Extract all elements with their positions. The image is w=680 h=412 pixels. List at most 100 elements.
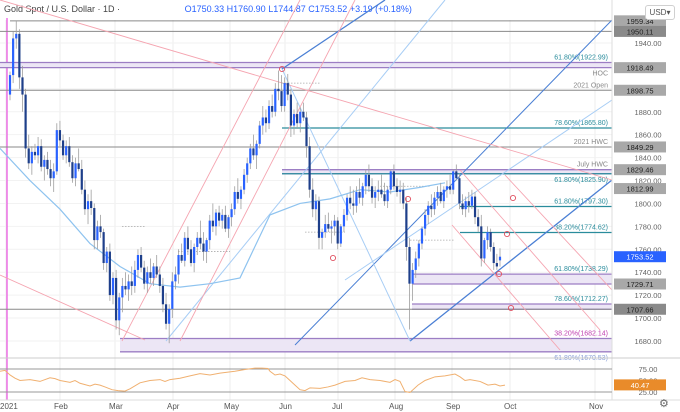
- candle-body[interactable]: [80, 169, 83, 190]
- candle-body[interactable]: [367, 174, 371, 187]
- candle-body[interactable]: [452, 171, 455, 190]
- candle-body[interactable]: [405, 203, 408, 247]
- candle-body[interactable]: [133, 269, 136, 286]
- candle-body[interactable]: [436, 191, 439, 198]
- candle-body[interactable]: [261, 117, 264, 126]
- candle-body[interactable]: [214, 212, 218, 227]
- candle-body[interactable]: [302, 111, 305, 118]
- candle-body[interactable]: [202, 243, 205, 252]
- candle-body[interactable]: [27, 148, 30, 164]
- candle-body[interactable]: [330, 226, 333, 229]
- candle-body[interactable]: [68, 146, 71, 163]
- candle-body[interactable]: [183, 237, 186, 261]
- candle-body[interactable]: [414, 258, 417, 270]
- candle-body[interactable]: [271, 106, 274, 112]
- candle-body[interactable]: [267, 106, 271, 124]
- candle-body[interactable]: [442, 189, 445, 202]
- candle-body[interactable]: [374, 191, 377, 198]
- candle-body[interactable]: [193, 246, 196, 264]
- candle-body[interactable]: [233, 191, 236, 210]
- candle-body[interactable]: [61, 140, 65, 156]
- candle-body[interactable]: [186, 237, 189, 250]
- candle-body[interactable]: [49, 169, 52, 179]
- candle-body[interactable]: [395, 186, 399, 192]
- candle-body[interactable]: [227, 217, 230, 229]
- candle-body[interactable]: [124, 285, 127, 290]
- candle-body[interactable]: [46, 159, 49, 170]
- candle-body[interactable]: [292, 114, 296, 126]
- candle-body[interactable]: [305, 117, 308, 147]
- candle-body[interactable]: [249, 148, 252, 164]
- candle-body[interactable]: [205, 240, 208, 252]
- candle-body[interactable]: [370, 186, 374, 198]
- candle-body[interactable]: [189, 249, 193, 264]
- candle-body[interactable]: [40, 146, 43, 167]
- candle-body[interactable]: [99, 226, 102, 233]
- candle-body[interactable]: [236, 191, 239, 199]
- candle-body[interactable]: [286, 83, 289, 95]
- candle-body[interactable]: [283, 83, 286, 107]
- candle-body[interactable]: [411, 269, 414, 284]
- candle-body[interactable]: [55, 130, 58, 172]
- candle-body[interactable]: [139, 255, 143, 268]
- candle-body[interactable]: [358, 191, 361, 198]
- candle-body[interactable]: [168, 308, 171, 324]
- candle-body[interactable]: [143, 267, 146, 284]
- candle-body[interactable]: [177, 255, 180, 275]
- candle-body[interactable]: [77, 163, 80, 170]
- candle-body[interactable]: [155, 266, 158, 275]
- candle-body[interactable]: [127, 281, 130, 290]
- candle-body[interactable]: [108, 251, 111, 296]
- candle-body[interactable]: [36, 146, 40, 156]
- candle-body[interactable]: [111, 277, 115, 296]
- candle-body[interactable]: [199, 237, 202, 244]
- candle-body[interactable]: [74, 163, 77, 179]
- candle-body[interactable]: [146, 272, 149, 284]
- candle-body[interactable]: [423, 214, 427, 229]
- candle-body[interactable]: [24, 94, 27, 149]
- candle-body[interactable]: [264, 117, 268, 124]
- candle-body[interactable]: [83, 189, 87, 210]
- candle-body[interactable]: [355, 191, 358, 206]
- candle-body[interactable]: [420, 228, 424, 244]
- candle-body[interactable]: [218, 212, 221, 221]
- candle-body[interactable]: [402, 189, 405, 204]
- candle-body[interactable]: [71, 162, 74, 179]
- candle-body[interactable]: [86, 201, 90, 210]
- candle-body[interactable]: [333, 220, 336, 227]
- candle-body[interactable]: [230, 209, 233, 218]
- candle-body[interactable]: [408, 246, 411, 284]
- candle-body[interactable]: [158, 274, 161, 286]
- candle-body[interactable]: [314, 201, 317, 210]
- candle-body[interactable]: [473, 196, 477, 218]
- candle-body[interactable]: [252, 148, 255, 156]
- candle-body[interactable]: [239, 189, 243, 199]
- candle-body[interactable]: [483, 240, 486, 259]
- settings-gear-icon[interactable]: ⚙: [659, 398, 669, 410]
- currency-selector-button[interactable]: USD▾: [645, 5, 675, 20]
- candle-body[interactable]: [12, 38, 15, 76]
- candle-body[interactable]: [317, 201, 321, 238]
- candle-body[interactable]: [327, 224, 330, 229]
- candle-body[interactable]: [311, 189, 314, 210]
- candle-body[interactable]: [65, 146, 68, 156]
- candle-body[interactable]: [430, 205, 433, 210]
- candle-body[interactable]: [461, 203, 464, 210]
- candle-body[interactable]: [93, 208, 96, 241]
- candle-body[interactable]: [386, 189, 389, 202]
- candle-body[interactable]: [258, 125, 261, 144]
- candle-body[interactable]: [377, 189, 380, 192]
- candle-body[interactable]: [349, 197, 352, 204]
- candle-body[interactable]: [389, 171, 392, 190]
- candle-body[interactable]: [448, 186, 452, 190]
- candle-body[interactable]: [196, 237, 199, 247]
- candle-body[interactable]: [296, 114, 299, 124]
- candle-body[interactable]: [96, 226, 99, 241]
- candle-body[interactable]: [33, 151, 37, 156]
- candle-body[interactable]: [208, 220, 211, 241]
- candle-body[interactable]: [118, 297, 121, 321]
- candle-body[interactable]: [339, 226, 342, 244]
- candle-body[interactable]: [342, 214, 346, 227]
- candle-body[interactable]: [30, 151, 33, 164]
